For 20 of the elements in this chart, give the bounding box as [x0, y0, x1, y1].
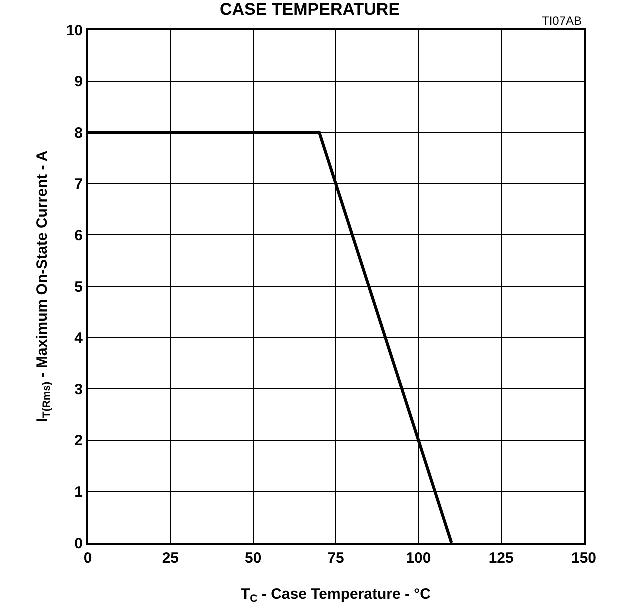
y-tick-label: 5	[74, 278, 83, 296]
y-tick-label: 8	[74, 124, 83, 142]
x-tick-label: 75	[328, 550, 344, 567]
x-tick-label: 25	[162, 550, 180, 567]
y-tick-label: 9	[74, 74, 83, 91]
y-tick-label: 7	[74, 176, 83, 194]
x-tick-label: 150	[571, 550, 597, 567]
x-tick-label: 50	[244, 550, 262, 567]
y-tick-label: 6	[74, 227, 83, 244]
y-tick-label: 4	[74, 330, 84, 348]
x-tick-label: 100	[406, 550, 432, 567]
x-tick-label: 125	[488, 550, 514, 567]
x-axis-title: T$_{C}$ - Case Temperature - °C	[240, 586, 432, 606]
y-tick-label: 0	[74, 535, 83, 552]
y-tick-label: 3	[74, 381, 83, 398]
y-tick-label: 1	[74, 484, 83, 501]
y-tick-label: 10	[66, 22, 83, 40]
chart-title: CASE TEMPERATURE	[220, 0, 400, 19]
y-tick-label: 2	[74, 432, 83, 450]
text: TI07AB	[542, 14, 582, 28]
